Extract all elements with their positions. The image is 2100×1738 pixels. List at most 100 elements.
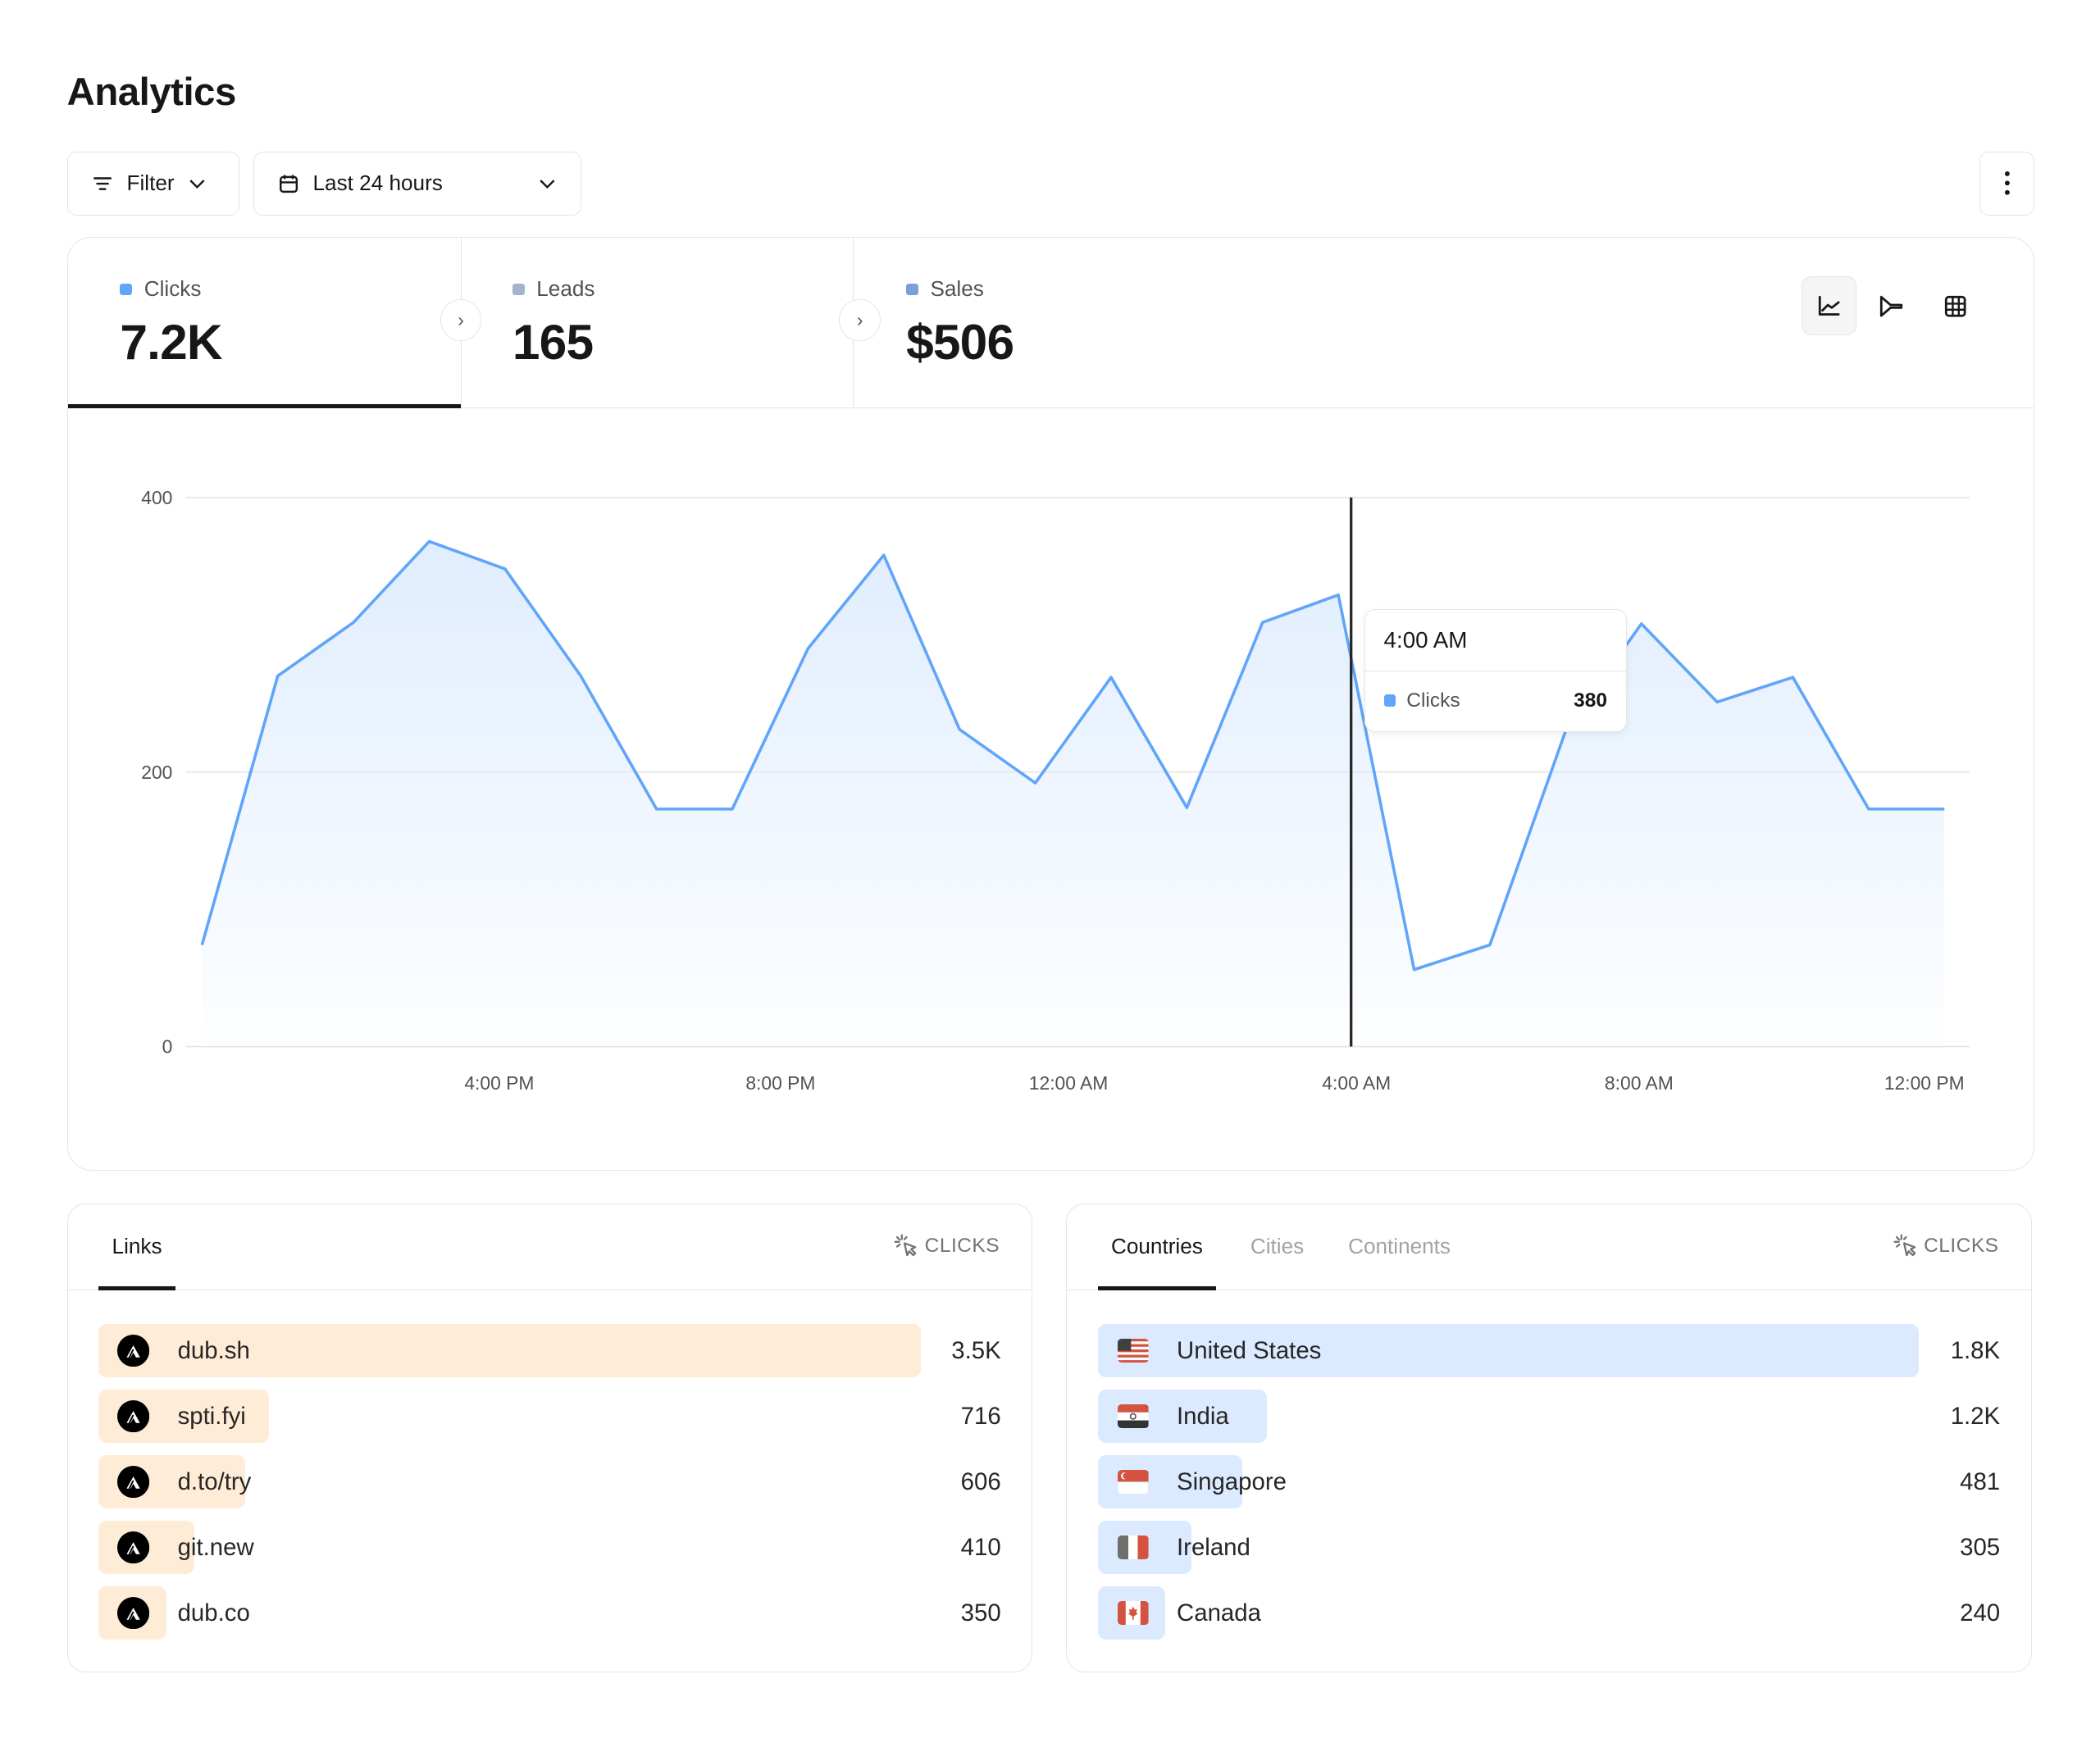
metric-value: 165: [512, 313, 594, 370]
tab-cities[interactable]: Cities: [1250, 1234, 1305, 1259]
row-value: 305: [1960, 1534, 2001, 1562]
row-value: 606: [960, 1468, 1001, 1496]
link-row[interactable]: spti.fyi 716: [98, 1389, 1001, 1444]
row-name: spti.fyi: [177, 1403, 246, 1431]
link-favicon-icon: [117, 1531, 150, 1564]
chevron-right-icon: ›: [440, 299, 482, 341]
cursor-click-icon: [1893, 1234, 1916, 1257]
line-chart-view-button[interactable]: [1802, 276, 1857, 336]
country-row[interactable]: Singapore 481: [1097, 1454, 2001, 1509]
link-favicon-icon: [117, 1465, 150, 1498]
chevron-down-icon: [539, 180, 555, 189]
area-fill: [201, 541, 1944, 1047]
funnel-view-button[interactable]: [1865, 276, 1920, 335]
metric-label: Leads: [536, 276, 595, 302]
clicks-area-chart[interactable]: 0 200 400 4:00 PM 8:00 PM 12:00 AM 4:00 AM 8:00…: [68, 238, 2034, 1170]
row-value: 481: [1960, 1468, 2001, 1496]
page-title: Analytics: [66, 70, 237, 114]
more-options-button[interactable]: [1979, 151, 2034, 216]
clicks-metric-label: CLICKS: [1893, 1234, 1999, 1258]
row-value: 3.5K: [951, 1337, 1001, 1365]
analytics-chart-card: Clicks 7.2K › Leads 165 › Sales $506: [66, 237, 2034, 1171]
tab-continents[interactable]: Continents: [1348, 1234, 1451, 1259]
metric-label-text: CLICKS: [924, 1234, 1000, 1257]
chevron-down-icon: [189, 180, 205, 189]
flag-sg-icon: [1118, 1469, 1149, 1495]
row-name: git.new: [177, 1534, 254, 1562]
x-tick-label: 8:00 AM: [1605, 1072, 1674, 1094]
flag-ca-icon: [1118, 1600, 1149, 1626]
filter-label: Filter: [126, 171, 175, 196]
tooltip-title: 4:00 AM: [1364, 610, 1626, 671]
row-name: dub.sh: [177, 1337, 250, 1365]
row-value: 1.8K: [1950, 1337, 2001, 1365]
tab-countries[interactable]: Countries: [1097, 1234, 1217, 1290]
table-icon: [1944, 295, 1966, 317]
metric-label-text: CLICKS: [1924, 1234, 1999, 1257]
filter-icon: [93, 176, 112, 190]
y-tick-label: 0: [162, 1036, 172, 1058]
filter-button[interactable]: Filter: [66, 151, 240, 216]
link-row[interactable]: d.to/try 606: [98, 1454, 1001, 1509]
x-tick-label: 12:00 AM: [1028, 1072, 1108, 1094]
tooltip-value: 380: [1574, 689, 1607, 712]
row-name: dub.co: [177, 1599, 250, 1627]
chart-tooltip: 4:00 AM Clicks 380: [1364, 608, 1627, 732]
view-mode-toggle: [1802, 276, 1983, 336]
metric-tab-sales[interactable]: Sales $506: [854, 238, 1247, 407]
y-tick-label: 400: [141, 487, 172, 508]
sales-swatch: [906, 283, 918, 296]
line-chart-icon: [1819, 295, 1840, 316]
row-value: 716: [960, 1403, 1001, 1431]
row-value: 240: [1960, 1599, 2001, 1627]
value-bar: [98, 1323, 922, 1378]
clicks-swatch: [120, 283, 133, 296]
country-row[interactable]: India 1.2K: [1097, 1389, 2000, 1444]
link-row[interactable]: dub.sh 3.5K: [98, 1323, 1001, 1378]
y-tick-label: 200: [141, 762, 172, 783]
row-name: d.to/try: [177, 1468, 252, 1496]
value-bar: [1097, 1323, 1919, 1378]
row-value: 410: [960, 1534, 1001, 1562]
calendar-icon: [280, 175, 298, 193]
cursor-click-icon: [894, 1234, 917, 1257]
metric-label: Sales: [930, 276, 984, 302]
x-tick-label: 4:00 PM: [464, 1072, 534, 1094]
row-name: Canada: [1177, 1599, 1261, 1627]
flag-in-icon: [1118, 1404, 1149, 1429]
metric-tab-clicks[interactable]: Clicks 7.2K: [67, 238, 462, 408]
tooltip-swatch: [1383, 694, 1396, 707]
date-range-select[interactable]: Last 24 hours: [253, 151, 581, 216]
row-name: Singapore: [1177, 1468, 1287, 1496]
metric-value: $506: [906, 313, 1014, 370]
more-vertical-icon: [2004, 171, 2010, 196]
link-row[interactable]: dub.co 350: [98, 1586, 1001, 1640]
chevron-right-icon: ›: [839, 299, 881, 341]
country-row[interactable]: Ireland 305: [1097, 1520, 2001, 1575]
metric-value: 7.2K: [120, 313, 222, 370]
funnel-icon: [1880, 295, 1903, 317]
link-favicon-icon: [117, 1596, 150, 1630]
row-name: United States: [1177, 1337, 1322, 1365]
country-row[interactable]: Canada 240: [1097, 1586, 2001, 1640]
link-row[interactable]: git.new 410: [98, 1520, 1001, 1575]
country-row[interactable]: United States 1.8K: [1097, 1323, 2001, 1378]
link-favicon-icon: [117, 1399, 150, 1432]
countries-panel: Countries Cities Continents CLICKS Unite…: [1066, 1203, 2032, 1672]
clicks-metric-label: CLICKS: [894, 1234, 1000, 1258]
row-name: India: [1177, 1403, 1229, 1431]
metric-label: Clicks: [143, 276, 202, 302]
flag-us-icon: [1118, 1338, 1149, 1363]
x-tick-label: 12:00 PM: [1884, 1072, 1964, 1094]
link-favicon-icon: [117, 1334, 150, 1367]
flag-ie-icon: [1118, 1535, 1149, 1560]
leads-swatch: [512, 283, 525, 296]
clicks-line: [200, 539, 1944, 971]
date-range-label: Last 24 hours: [312, 171, 443, 196]
x-tick-label: 8:00 PM: [745, 1072, 815, 1094]
x-tick-label: 4:00 AM: [1322, 1072, 1391, 1094]
tooltip-series: Clicks: [1406, 689, 1460, 712]
table-view-button[interactable]: [1928, 276, 1983, 335]
tab-links[interactable]: Links: [98, 1234, 176, 1290]
